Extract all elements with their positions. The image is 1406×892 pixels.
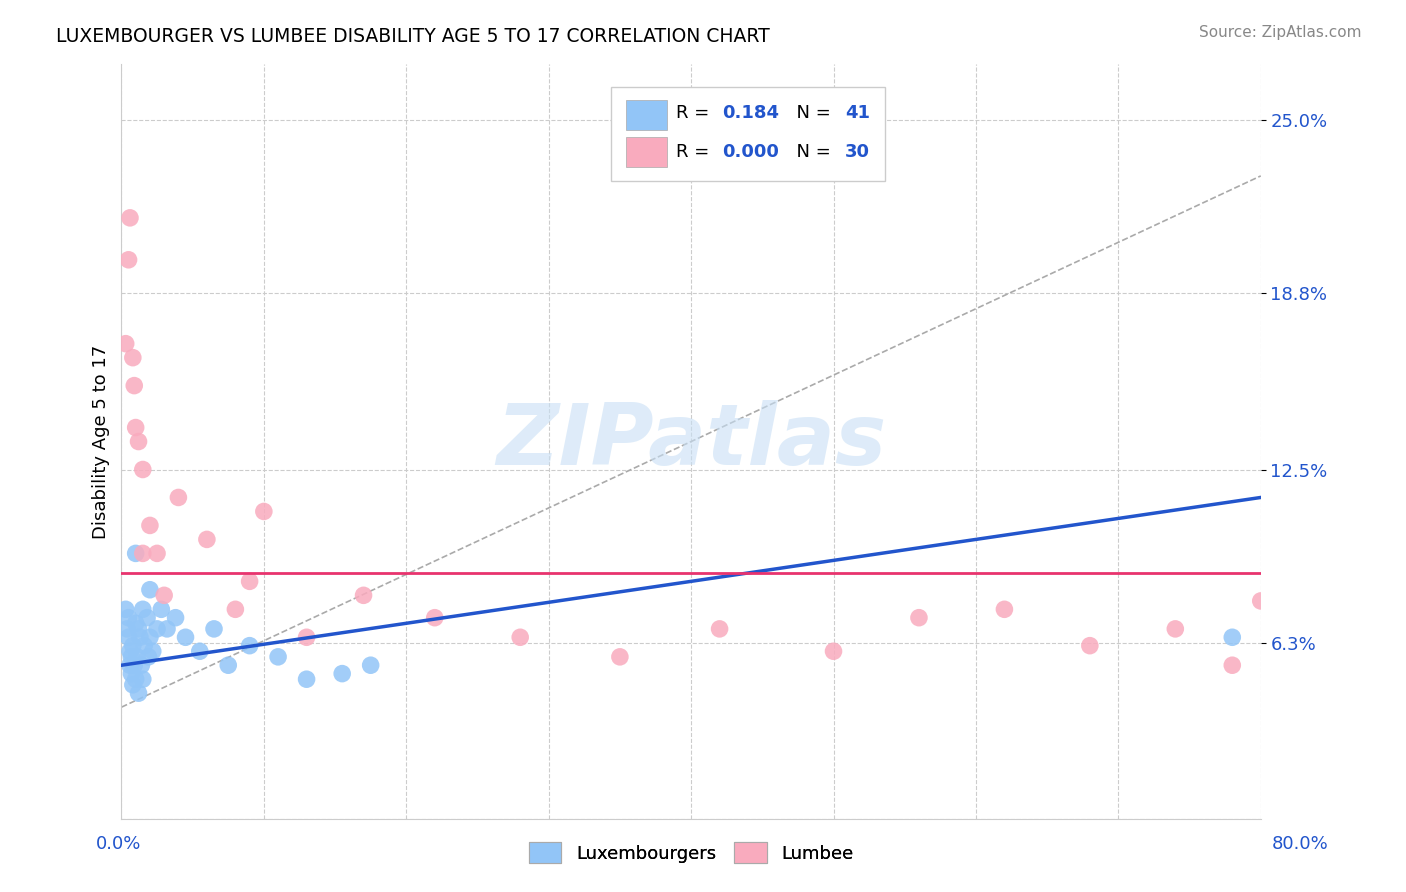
Point (202, 622, 225, 636)
Point (132, 602, 155, 616)
Point (188, 644, 211, 658)
Text: 80.0%: 80.0% (1272, 835, 1329, 853)
Point (267, 649, 290, 664)
Point (353, 588, 375, 602)
Point (121, 678, 143, 692)
Point (139, 630, 162, 644)
Point (121, 351, 143, 365)
Y-axis label: Disability Age 5 to 17: Disability Age 5 to 17 (93, 344, 110, 539)
Point (125, 672, 148, 686)
Point (239, 574, 262, 589)
Point (118, 644, 141, 658)
Point (131, 658, 153, 673)
Point (139, 518, 162, 533)
Point (125, 420, 148, 434)
Text: N =: N = (785, 104, 837, 122)
Point (295, 672, 318, 686)
Text: Source: ZipAtlas.com: Source: ZipAtlas.com (1198, 25, 1361, 40)
Point (146, 546, 169, 560)
Text: 30: 30 (845, 144, 870, 161)
Point (132, 462, 155, 476)
Point (993, 602, 1015, 616)
Point (295, 630, 318, 644)
Text: R =: R = (676, 104, 716, 122)
Point (165, 610, 187, 624)
Text: ZIPatlas: ZIPatlas (496, 400, 886, 483)
FancyBboxPatch shape (626, 100, 668, 129)
Point (239, 639, 262, 653)
Point (174, 630, 197, 644)
Point (167, 491, 190, 505)
Point (120, 666, 142, 681)
Point (908, 610, 931, 624)
Point (117, 630, 139, 644)
Point (117, 610, 139, 624)
Point (127, 649, 149, 664)
Point (139, 582, 162, 597)
Point (142, 644, 165, 658)
Point (253, 504, 276, 518)
Point (1220, 658, 1243, 673)
Point (217, 658, 239, 673)
Point (114, 602, 136, 616)
Point (132, 672, 155, 686)
Point (1164, 622, 1187, 636)
Point (118, 658, 141, 673)
Point (122, 378, 145, 392)
Text: 41: 41 (845, 104, 870, 122)
Point (117, 252, 139, 267)
Text: LUXEMBOURGER VS LUMBEE DISABILITY AGE 5 TO 17 CORRELATION CHART: LUXEMBOURGER VS LUMBEE DISABILITY AGE 5 … (56, 27, 770, 45)
Point (128, 686, 150, 700)
Point (609, 649, 631, 664)
FancyBboxPatch shape (612, 87, 884, 181)
Point (129, 630, 152, 644)
Text: R =: R = (676, 144, 716, 161)
Point (120, 649, 142, 664)
Point (128, 622, 150, 636)
Point (1078, 639, 1101, 653)
Point (122, 658, 145, 673)
Text: 0.184: 0.184 (721, 104, 779, 122)
Point (1250, 594, 1272, 608)
Point (114, 336, 136, 351)
Point (823, 644, 845, 658)
Point (128, 434, 150, 449)
Point (360, 658, 382, 673)
Point (195, 533, 218, 547)
Point (118, 211, 141, 225)
Point (115, 622, 138, 636)
Point (153, 588, 176, 602)
Point (136, 610, 159, 624)
Point (423, 610, 446, 624)
Text: 0.000: 0.000 (721, 144, 779, 161)
Point (125, 616, 148, 631)
Point (138, 649, 160, 664)
Point (330, 666, 353, 681)
Text: N =: N = (785, 144, 837, 161)
Point (709, 622, 731, 636)
Point (150, 602, 173, 616)
FancyBboxPatch shape (626, 137, 668, 168)
Text: 0.0%: 0.0% (96, 835, 141, 853)
Legend: Luxembourgers, Lumbee: Luxembourgers, Lumbee (522, 835, 860, 871)
Point (132, 546, 155, 560)
Point (121, 639, 143, 653)
Point (125, 546, 148, 560)
Point (134, 639, 156, 653)
Point (1220, 630, 1243, 644)
Point (146, 622, 169, 636)
Point (224, 602, 246, 616)
Point (509, 630, 531, 644)
Point (156, 622, 179, 636)
